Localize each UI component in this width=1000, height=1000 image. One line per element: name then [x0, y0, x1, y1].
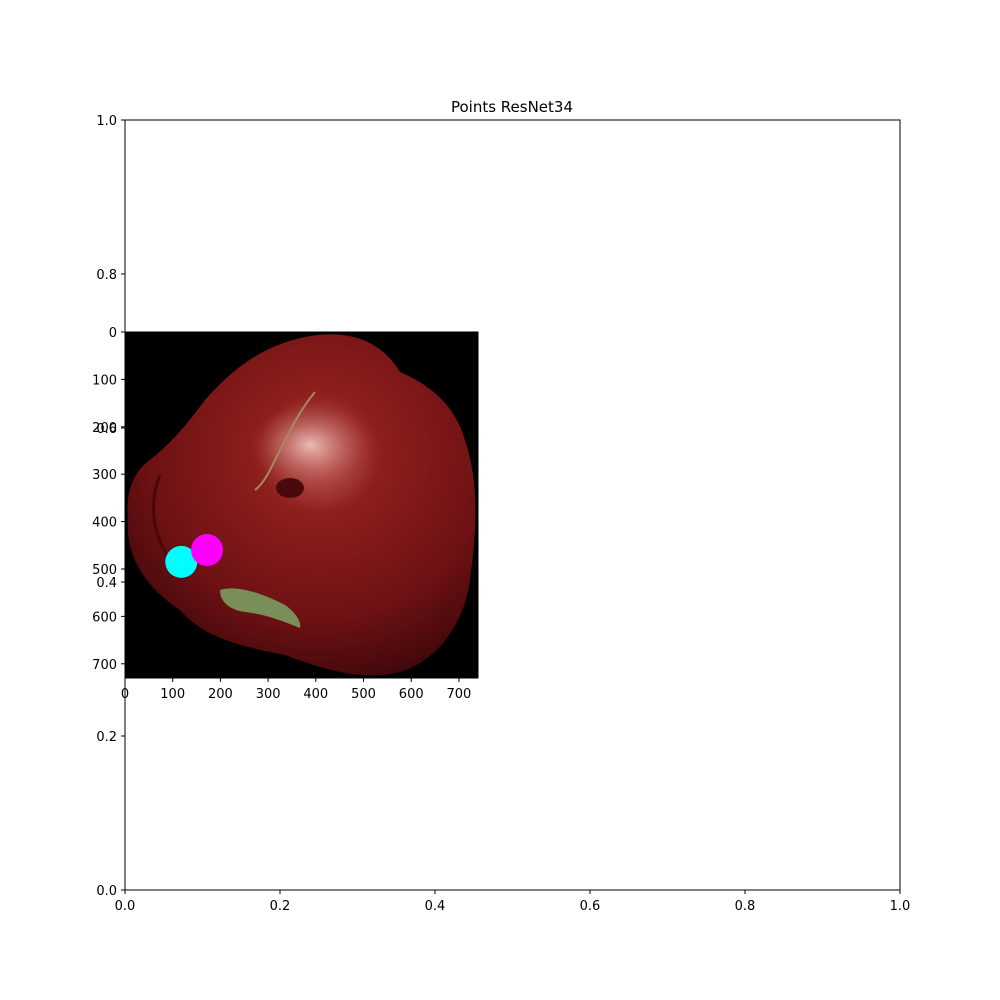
inner-y-tick-label: 400 [92, 516, 117, 531]
x-tick-label: 0.2 [270, 899, 291, 914]
x-tick-label: 0.4 [425, 899, 446, 914]
inner-x-tick-label: 0 [121, 687, 129, 702]
inner-y-tick-label: 600 [92, 610, 117, 625]
inner-x-tick-label: 200 [208, 687, 233, 702]
inner-y-tick-label: 200 [92, 421, 117, 436]
inner-y-tick-label: 500 [92, 563, 117, 578]
x-tick-label: 1.0 [890, 899, 911, 914]
inner-x-tick-label: 400 [303, 687, 328, 702]
y-tick-label: 0.6 [96, 422, 117, 437]
x-tick-label: 0.0 [115, 899, 136, 914]
y-tick-label: 1.0 [96, 114, 117, 129]
x-tick-label: 0.6 [580, 899, 601, 914]
x-tick-label: 0.8 [735, 899, 756, 914]
inner-x-tick-label: 600 [399, 687, 424, 702]
scatter-point [191, 534, 224, 567]
inner-y-tick-label: 100 [92, 373, 117, 388]
pepper-image [125, 332, 478, 678]
inner-y-tick-label: 700 [92, 658, 117, 673]
inner-y-tick-label: 300 [92, 468, 117, 483]
chart-title: Points ResNet34 [451, 98, 573, 116]
inner-x-tick-label: 100 [160, 687, 185, 702]
y-tick-label: 0.2 [96, 730, 117, 745]
y-tick-label: 0.8 [96, 268, 117, 283]
inner-points [165, 534, 224, 578]
inner-axes-frame [124, 331, 479, 679]
inner-x-tick-label: 300 [256, 687, 281, 702]
inner-image-axes: 0 100 200 300 400 500 600 700 0 100 200 300 400 500 60… [92, 326, 479, 702]
y-tick-label: 0.0 [96, 884, 117, 899]
inner-y-tick-label: 0 [109, 326, 117, 341]
inner-x-tick-label: 700 [447, 687, 472, 702]
scatter-point [165, 545, 198, 578]
outer-axis-ticks: 0.0 0.2 0.4 0.6 0.8 1.0 0.0 0.2 0.4 0.6 0.8 1.0 [96, 114, 910, 914]
inner-axis-ticks: 0 100 200 300 400 500 600 700 0 100 200 300 400 500 60… [92, 326, 471, 702]
inner-x-tick-label: 500 [351, 687, 376, 702]
y-tick-label: 0.4 [96, 576, 117, 591]
